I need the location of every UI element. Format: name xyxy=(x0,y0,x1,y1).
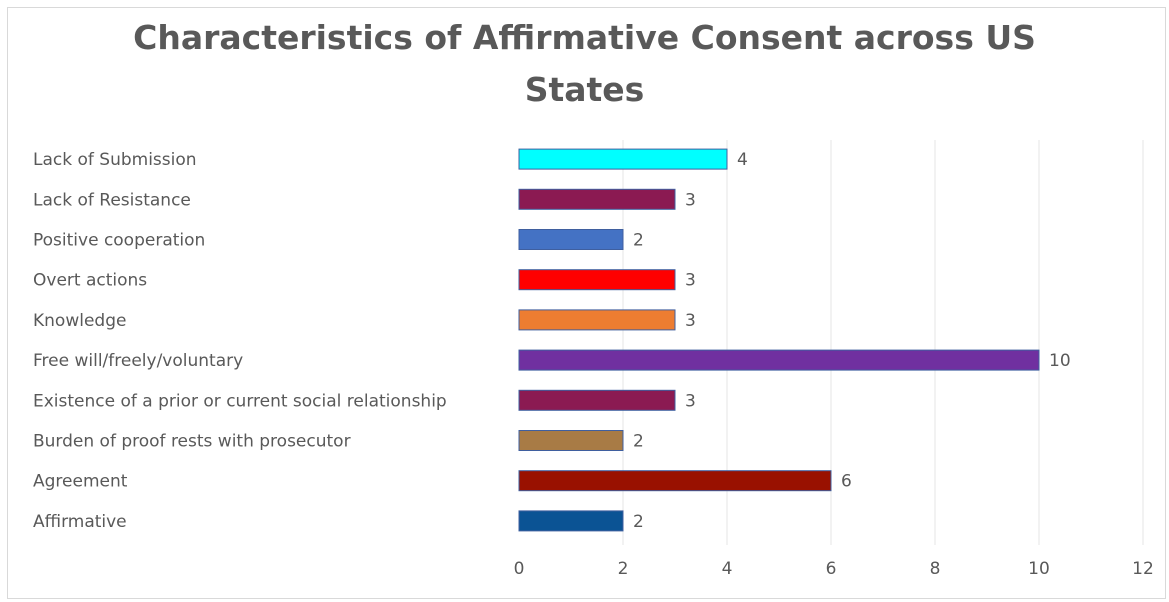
data-label: 3 xyxy=(685,391,696,411)
chart-frame xyxy=(7,7,1166,599)
data-label: 6 xyxy=(841,472,852,492)
x-tick-label: 2 xyxy=(618,559,629,579)
chart-title-line-2: States xyxy=(524,70,645,109)
category-label: Free will/freely/voluntary xyxy=(33,351,243,371)
bar xyxy=(518,229,624,250)
category-label: Affirmative xyxy=(33,512,127,532)
chart-title: Characteristics of Affirmative Consent a… xyxy=(0,12,1169,116)
bar xyxy=(518,148,728,170)
chart-title-line-1: Characteristics of Affirmative Consent a… xyxy=(133,18,1036,57)
data-label: 3 xyxy=(685,190,696,210)
category-label: Agreement xyxy=(33,472,128,492)
category-label: Knowledge xyxy=(33,311,126,331)
data-label: 3 xyxy=(685,311,696,331)
category-label: Lack of Submission xyxy=(33,150,197,170)
x-tick-label: 8 xyxy=(930,559,941,579)
data-label: 4 xyxy=(737,150,748,170)
data-label: 2 xyxy=(633,231,644,251)
x-tick-label: 0 xyxy=(514,559,525,579)
data-label: 3 xyxy=(685,271,696,291)
bar xyxy=(518,309,676,331)
data-label: 10 xyxy=(1049,351,1071,371)
category-label: Lack of Resistance xyxy=(33,190,191,210)
x-tick-label: 12 xyxy=(1132,559,1154,579)
category-label: Overt actions xyxy=(33,271,147,291)
bar xyxy=(518,188,676,210)
bar xyxy=(518,349,1040,371)
bar xyxy=(518,430,624,451)
x-tick-label: 4 xyxy=(722,559,733,579)
bar xyxy=(518,269,676,291)
x-tick-label: 6 xyxy=(826,559,837,579)
category-label: Positive cooperation xyxy=(33,231,205,251)
x-tick-label: 10 xyxy=(1028,559,1050,579)
bar xyxy=(518,389,676,411)
category-label: Burden of proof rests with prosecutor xyxy=(33,432,351,452)
data-label: 2 xyxy=(633,432,644,452)
bar xyxy=(518,470,832,492)
bar xyxy=(518,510,624,532)
category-label: Existence of a prior or current social r… xyxy=(33,391,447,411)
data-label: 2 xyxy=(633,512,644,532)
